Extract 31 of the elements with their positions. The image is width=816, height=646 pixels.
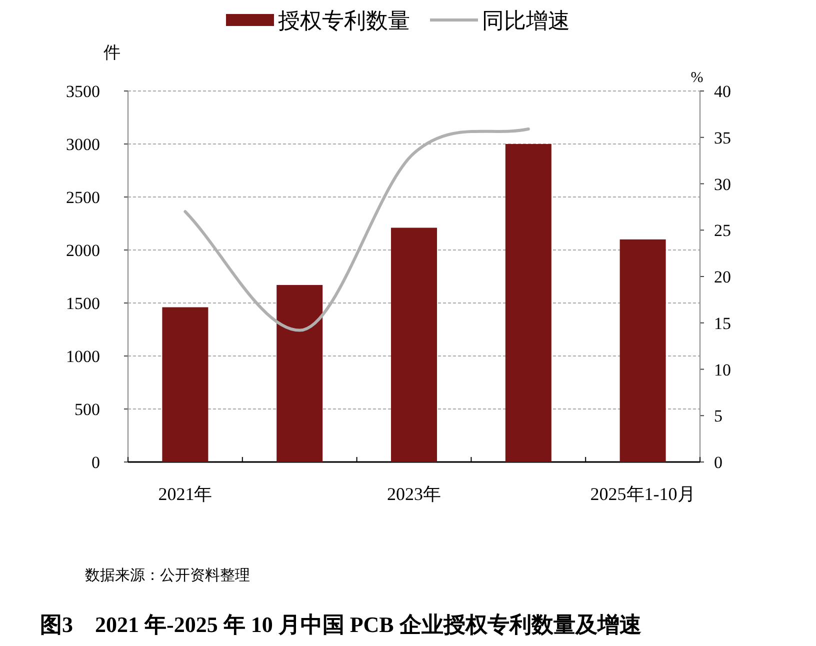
bar	[505, 144, 552, 462]
y2-tick-label: 35	[714, 128, 731, 148]
x-tick-label: 2021年	[158, 484, 212, 504]
y2-tick-label: 30	[714, 174, 731, 194]
bar	[620, 239, 666, 462]
y2-tick-label: 10	[714, 360, 731, 380]
y-tick-label: 1500	[66, 294, 100, 313]
y2-axis-title: %	[690, 70, 704, 86]
legend-label: 授权专利数量	[278, 8, 410, 33]
y-tick-label: 500	[74, 400, 100, 419]
y2-tick-label: 5	[714, 406, 722, 426]
y-tick-label: 2000	[66, 241, 100, 260]
y2-tick-label: 20	[714, 268, 731, 286]
y-tick-label: 2500	[66, 188, 100, 207]
y2-tick-label: 15	[714, 314, 731, 333]
text: 图3 2021 年-2025 年 10 月中国 PCB 企业授权专利数量及增速	[40, 612, 642, 637]
source-note: 数据来源：公开资料整理	[85, 567, 250, 584]
y2-tick-label: 25	[714, 221, 731, 240]
x-tick-label: 2023年	[387, 484, 441, 504]
y-tick-label: 0	[92, 453, 100, 472]
y-tick-label: 3000	[66, 135, 100, 154]
y2-tick-label: 40	[714, 82, 731, 101]
y-tick-label: 3500	[66, 82, 100, 101]
y2-tick-label: 0	[714, 453, 722, 472]
legend-label: 同比增速	[482, 8, 570, 33]
y-axis-title: 件	[104, 43, 120, 62]
bar	[391, 228, 437, 462]
bar	[276, 284, 323, 462]
x-tick-label: 2025年1-10月	[590, 484, 696, 504]
bar	[162, 307, 208, 462]
y-tick-label: 1000	[66, 347, 100, 366]
